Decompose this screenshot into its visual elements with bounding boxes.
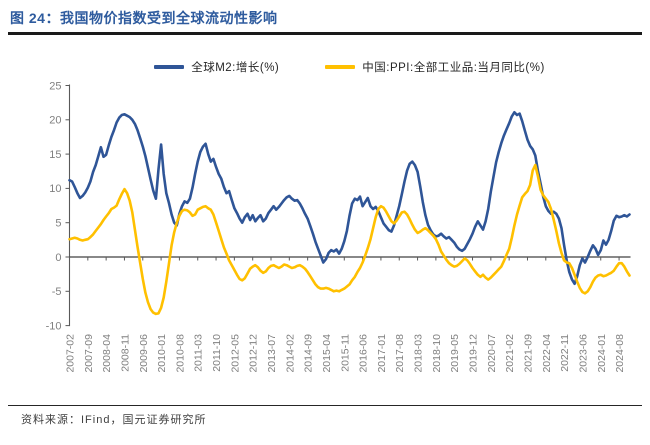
x-tick-label: 2017-01: [376, 334, 388, 373]
x-tick-label: 2021-09: [522, 334, 534, 373]
y-tick-label: 15: [49, 149, 61, 161]
title-divider: [8, 32, 642, 35]
legend-label-global-m2: 全球M2:增长(%): [191, 62, 280, 74]
x-tick-label: 2011-03: [193, 334, 205, 372]
y-tick-label: -5: [52, 286, 62, 298]
legend-swatch-global-m2: [154, 65, 185, 69]
y-tick-label: 0: [55, 252, 61, 264]
y-tick-label: 10: [49, 183, 61, 195]
x-tick-label: 2010-08: [174, 334, 186, 373]
x-tick-label: 2015-04: [321, 334, 333, 373]
y-tick-label: -10: [46, 320, 62, 332]
footer-divider: [8, 405, 642, 407]
legend-label-china-ppi: 中国:PPI:全部工业品:当月同比(%): [362, 62, 545, 74]
x-tick-label: 2019-05: [449, 334, 461, 373]
x-tick-label: 2016-06: [358, 334, 370, 373]
x-tick-label: 2019-12: [468, 334, 480, 373]
x-tick-label: 2015-11: [339, 334, 351, 372]
x-tick-label: 2014-09: [303, 334, 315, 373]
x-tick-label: 2012-12: [248, 334, 260, 373]
x-tick-label: 2022-11: [559, 334, 571, 372]
series-line-global-m2: [68, 111, 631, 286]
x-tick-label: 2011-10: [211, 334, 223, 372]
x-tick-label: 2020-07: [486, 334, 498, 373]
x-tick-label: 2007-02: [65, 334, 77, 373]
x-tick-label: 2024-08: [614, 334, 626, 373]
x-tick-label: 2024-01: [596, 334, 608, 373]
x-tick-label: 2014-02: [284, 334, 296, 373]
x-tick-label: 2018-10: [431, 334, 443, 373]
series-line-china-ppi: [68, 163, 631, 316]
x-tick-label: 2007-09: [83, 334, 95, 373]
x-tick-label: 2009-06: [138, 334, 150, 373]
x-tick-label: 2013-07: [266, 334, 278, 373]
x-tick-label: 2017-08: [394, 334, 406, 373]
chart-legend: 全球M2:增长(%) 中国:PPI:全部工业品:当月同比(%): [69, 58, 630, 76]
legend-swatch-china-ppi: [325, 65, 356, 69]
source-note: 资料来源：IFind，国元证券研究所: [21, 414, 207, 426]
x-tick-label: 2023-06: [577, 334, 589, 373]
x-tick-label: 2008-11: [119, 334, 131, 372]
legend-item-china-ppi: 中国:PPI:全部工业品:当月同比(%): [325, 59, 545, 75]
y-tick-label: 25: [49, 80, 61, 92]
x-tick-label: 2010-01: [156, 334, 168, 373]
y-tick-label: 20: [49, 115, 61, 127]
x-tick-label: 2022-04: [541, 334, 553, 373]
x-tick-label: 2012-05: [229, 334, 241, 373]
figure-title: 图 24：我国物价指数受到全球流动性影响: [10, 10, 278, 26]
x-tick-label: 2021-02: [504, 334, 516, 373]
legend-item-global-m2: 全球M2:增长(%): [154, 59, 279, 75]
x-tick-label: 2018-03: [413, 334, 425, 373]
y-tick-label: 5: [55, 218, 61, 230]
x-tick-label: 2008-04: [101, 334, 113, 373]
